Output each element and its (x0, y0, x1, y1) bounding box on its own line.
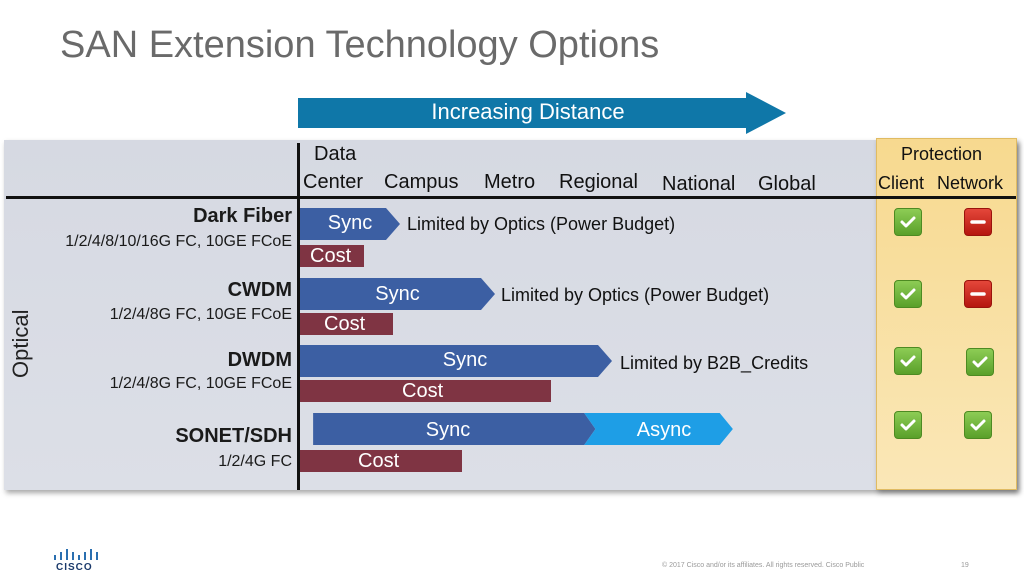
row-dwdm-name: DWDM (227, 349, 292, 371)
column-label-regional: Regional (559, 171, 638, 193)
row-dwdm-rates: 1/2/4/8G FC, 10GE FCoE (109, 375, 292, 392)
check-icon (894, 208, 922, 236)
column-label-global: Global (758, 173, 816, 195)
row-sonet-name: SONET/SDH (175, 425, 292, 447)
increasing-distance-arrow (298, 92, 786, 134)
cisco-logo-bars-icon (54, 549, 98, 560)
dark-fiber-sync-bar (300, 208, 400, 240)
copyright-footer: © 2017 Cisco and/or its affiliates. All … (662, 562, 865, 569)
cwdm-cost-bar: Cost (300, 313, 393, 335)
protection-header: Protection (901, 144, 983, 164)
sonet-cost-label: Cost (358, 450, 400, 472)
column-label-national: National (662, 173, 736, 195)
row-cwdm-name: CWDM (227, 279, 292, 301)
row-dark-fiber-rates: 1/2/4/8/10/16G FC, 10GE FCoE (65, 233, 292, 250)
dark-fiber-sync-label: Sync (327, 212, 373, 234)
sonet-async-label: Async (636, 419, 692, 441)
increasing-distance-label: Increasing Distance (431, 99, 625, 124)
dwdm-cost-label: Cost (402, 380, 444, 402)
check-icon (894, 280, 922, 308)
sonet-sync-label: Sync (425, 419, 471, 441)
dark-fiber-cost-label: Cost (310, 245, 352, 267)
protection-client-label: Client (878, 173, 925, 193)
slide-title: SAN Extension Technology Options (60, 24, 660, 66)
row-cwdm-rates: 1/2/4/8G FC, 10GE FCoE (109, 306, 292, 323)
sonet-sync-async-bar (313, 413, 733, 445)
cwdm-sync-bar (300, 278, 495, 310)
dark-fiber-limit: Limited by Optics (Power Budget) (407, 214, 676, 234)
column-label-center: Center (303, 171, 364, 193)
dwdm-sync-bar (300, 345, 612, 377)
column-label-metro: Metro (484, 171, 536, 193)
check-icon (966, 348, 994, 376)
cwdm-limit: Limited by Optics (Power Budget) (501, 285, 770, 305)
row-dark-fiber-name: Dark Fiber (193, 205, 292, 227)
dwdm-sync-label: Sync (442, 349, 488, 371)
dark-fiber-cost-bar: Cost (300, 245, 364, 267)
protection-network-label: Network (937, 173, 1004, 193)
dwdm-limit: Limited by B2B_Credits (620, 353, 809, 373)
page-number: 19 (961, 562, 969, 569)
dwdm-cost-bar: Cost (300, 380, 551, 402)
column-label-data: Data (314, 143, 357, 165)
minus-icon (964, 280, 992, 308)
check-icon (894, 347, 922, 375)
header-divider (6, 196, 1016, 199)
column-label-campus: Campus (384, 171, 459, 193)
cisco-logo-word: CISCO (56, 562, 93, 573)
row-sonet-rates: 1/2/4G FC (218, 453, 292, 470)
cwdm-sync-label: Sync (375, 283, 420, 305)
label-divider (297, 143, 300, 490)
sonet-cost-bar: Cost (300, 450, 462, 472)
minus-icon (964, 208, 992, 236)
check-icon (894, 411, 922, 439)
check-icon (964, 411, 992, 439)
cwdm-cost-label: Cost (324, 313, 366, 335)
optical-side-label: Optical (8, 309, 33, 378)
